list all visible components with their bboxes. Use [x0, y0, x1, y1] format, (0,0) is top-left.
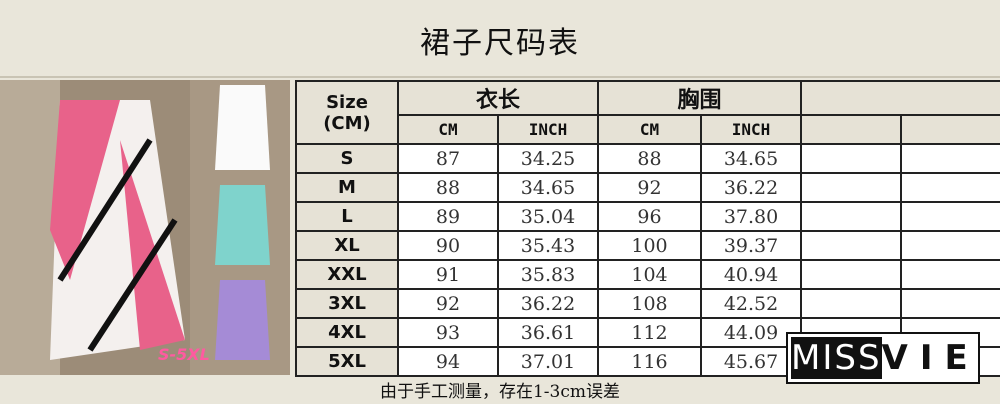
size-cell: L	[295, 201, 399, 232]
size-unit: (CM)	[323, 112, 371, 134]
size-table: Size (CM) 衣长 胸围 CM INCH CM INCH S 87 34.25 8…	[295, 80, 1000, 377]
value-cell: 88	[397, 172, 499, 203]
value-cell: 87	[397, 143, 499, 174]
sub-header: INCH	[700, 114, 803, 145]
table-row: M 88 34.65 92 36.22	[295, 172, 1000, 203]
value-cell: 35.43	[496, 230, 600, 261]
empty-cell	[800, 288, 903, 319]
empty-cell	[800, 201, 903, 232]
size-header: Size (CM)	[295, 80, 399, 145]
value-cell: 36.22	[496, 288, 600, 319]
empty-cell	[900, 288, 1000, 319]
product-photo: S-5XL	[0, 80, 290, 375]
logo-left: MISS	[791, 337, 882, 379]
value-cell: 35.83	[496, 259, 600, 290]
value-cell: 90	[397, 230, 499, 261]
table-row: 5XL 94 37.01 116 45.67	[295, 346, 1000, 377]
bust-header: 胸围	[597, 80, 803, 116]
value-cell: 37.01	[496, 346, 600, 377]
value-cell: 34.65	[700, 143, 803, 174]
value-cell: 34.65	[496, 172, 600, 203]
sub-header: CM	[597, 114, 703, 145]
size-cell: 5XL	[295, 346, 399, 377]
table-row: L 89 35.04 96 37.80	[295, 201, 1000, 232]
empty-cell	[800, 114, 903, 145]
value-cell: 36.61	[496, 317, 600, 348]
table-row: XL 90 35.43 100 39.37	[295, 230, 1000, 261]
value-cell: 112	[597, 317, 703, 348]
empty-cell	[900, 143, 1000, 174]
size-cell: 4XL	[295, 317, 399, 348]
value-cell: 92	[597, 172, 703, 203]
value-cell: 92	[397, 288, 499, 319]
size-cell: XXL	[295, 259, 399, 290]
size-cell: XL	[295, 230, 399, 261]
table-row: S 87 34.25 88 34.65	[295, 143, 1000, 174]
value-cell: 37.80	[700, 201, 803, 232]
size-range-tag: S-5XL	[158, 345, 210, 364]
value-cell: 93	[397, 317, 499, 348]
value-cell: 45.67	[700, 346, 803, 377]
sub-header: CM	[397, 114, 499, 145]
value-cell: 104	[597, 259, 703, 290]
value-cell: 44.09	[700, 317, 803, 348]
value-cell: 89	[397, 201, 499, 232]
value-cell: 42.52	[700, 288, 803, 319]
size-cell: M	[295, 172, 399, 203]
empty-cell	[900, 230, 1000, 261]
value-cell: 94	[397, 346, 499, 377]
value-cell: 116	[597, 346, 703, 377]
value-cell: 40.94	[700, 259, 803, 290]
value-cell: 100	[597, 230, 703, 261]
empty-cell	[800, 230, 903, 261]
value-cell: 108	[597, 288, 703, 319]
table-row: 3XL 92 36.22 108 42.52	[295, 288, 1000, 319]
value-cell: 34.25	[496, 143, 600, 174]
logo-right: VIE	[881, 338, 980, 378]
empty-cell	[900, 114, 1000, 145]
empty-cell	[800, 259, 903, 290]
size-cell: 3XL	[295, 288, 399, 319]
size-cell: S	[295, 143, 399, 174]
length-header: 衣长	[396, 80, 600, 116]
value-cell: 39.37	[700, 230, 803, 261]
sub-header: INCH	[496, 114, 600, 145]
empty-cell	[900, 201, 1000, 232]
empty-cell	[900, 259, 1000, 290]
divider	[0, 76, 1000, 78]
value-cell: 88	[597, 143, 703, 174]
value-cell: 96	[597, 201, 703, 232]
value-cell: 35.04	[496, 201, 600, 232]
measurement-note: 由于手工测量，存在1-3cm误差	[379, 382, 621, 402]
empty-header	[800, 80, 1000, 116]
size-label: Size	[326, 91, 368, 113]
empty-cell	[800, 143, 903, 174]
empty-cell	[800, 172, 903, 203]
value-cell: 91	[397, 259, 499, 290]
value-cell: 36.22	[700, 172, 803, 203]
brand-logo: MISS VIE	[786, 332, 980, 384]
page-title: 裙子尺码表	[420, 26, 580, 61]
empty-cell	[900, 172, 1000, 203]
table-row: XXL 91 35.83 104 40.94	[295, 259, 1000, 290]
